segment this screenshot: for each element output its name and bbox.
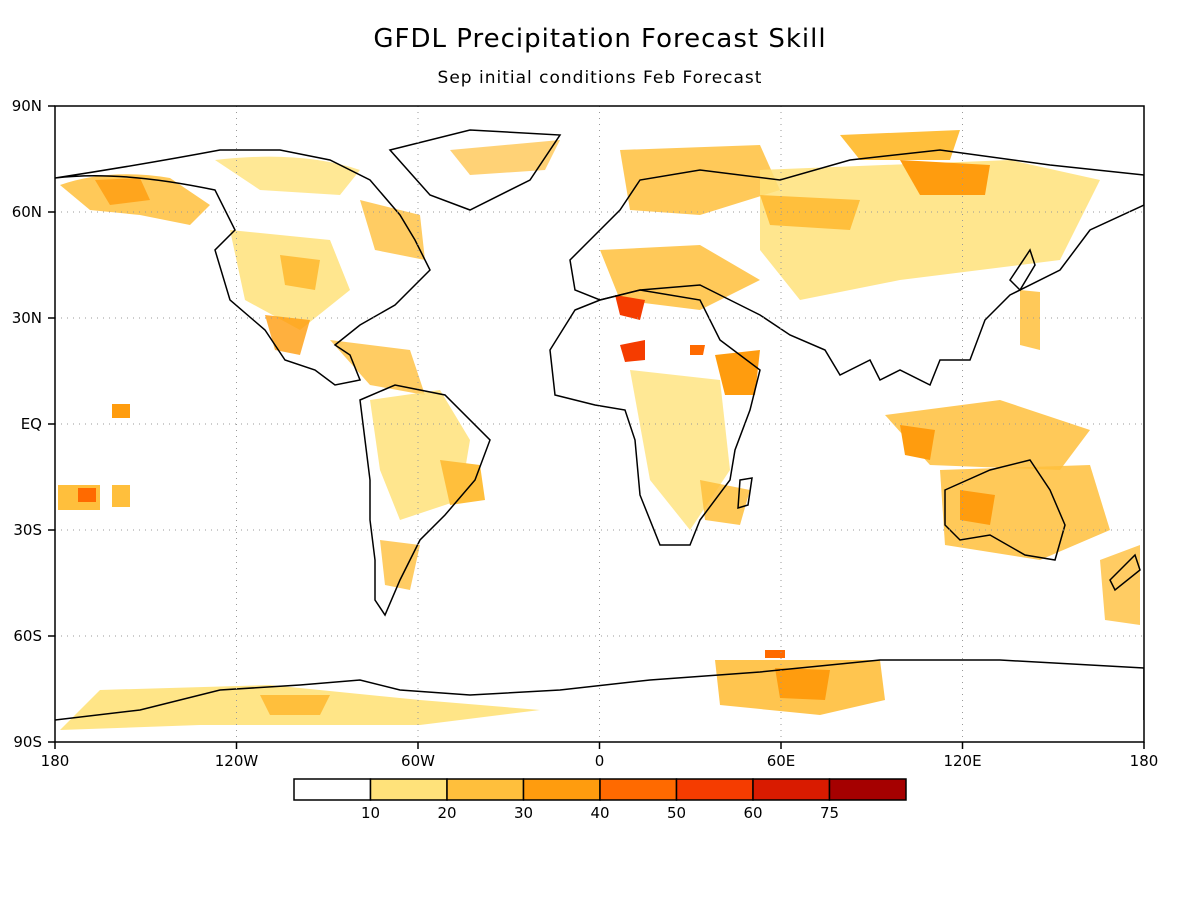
map-grid xyxy=(55,106,1144,742)
colorbar-box-3 xyxy=(522,778,601,801)
colorbar-box-4 xyxy=(599,778,678,801)
colorbar-label-20: 20 xyxy=(437,804,456,822)
colorbar-box-0 xyxy=(293,778,372,801)
lon-label-180w: 180 xyxy=(41,752,70,770)
colorbar-box-7 xyxy=(828,778,907,801)
colorbar-box-2 xyxy=(446,778,525,801)
colorbar-label-40: 40 xyxy=(590,804,609,822)
skill-shading xyxy=(58,130,1140,730)
lat-labels: 90N 60N 30N EQ 30S 60S 90S xyxy=(12,97,42,751)
colorbar-label-60: 60 xyxy=(743,804,762,822)
colorbar-box-5 xyxy=(675,778,754,801)
lat-label-90n: 90N xyxy=(12,97,42,115)
colorbar-box-6 xyxy=(752,778,831,801)
lat-label-60s: 60S xyxy=(13,627,42,645)
lon-label-60w: 60W xyxy=(401,752,435,770)
coastlines xyxy=(55,129,1144,721)
lat-label-90s: 90S xyxy=(13,733,42,751)
lon-label-120e: 120E xyxy=(943,752,981,770)
axis-ticks xyxy=(48,105,1145,749)
lon-label-120w: 120W xyxy=(215,752,259,770)
map-subtitle: Sep initial conditions Feb Forecast xyxy=(437,68,763,88)
lon-labels: 180 120W 60W 0 60E 120E 180 xyxy=(41,752,1159,770)
lat-label-eq: EQ xyxy=(21,415,42,433)
colorbar: 10 20 30 40 50 60 75 xyxy=(293,778,907,822)
colorbar-label-30: 30 xyxy=(514,804,533,822)
lon-label-180e: 180 xyxy=(1130,752,1159,770)
colorbar-label-10: 10 xyxy=(361,804,380,822)
lat-label-60n: 60N xyxy=(12,203,42,221)
lon-label-0: 0 xyxy=(595,752,605,770)
lat-label-30s: 30S xyxy=(13,521,42,539)
colorbar-label-50: 50 xyxy=(667,804,686,822)
colorbar-label-75: 75 xyxy=(820,804,839,822)
lat-label-30n: 30N xyxy=(12,309,42,327)
colorbar-box-1 xyxy=(369,778,448,801)
lon-label-60e: 60E xyxy=(767,752,796,770)
map-title: GFDL Precipitation Forecast Skill xyxy=(373,24,827,54)
